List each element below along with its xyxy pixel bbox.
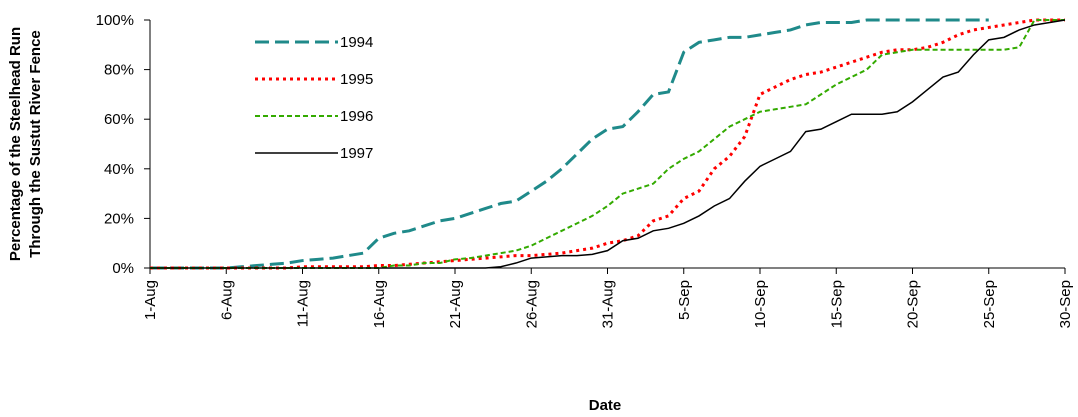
x-tick-label: 1-Aug	[142, 280, 159, 320]
legend-label: 1995	[340, 71, 373, 88]
y-axis-title: Percentage of the Steelhead Run	[7, 27, 24, 261]
y-tick-label: 100%	[96, 12, 134, 29]
legend-label: 1996	[340, 108, 373, 125]
x-tick-label: 16-Aug	[371, 280, 388, 328]
x-tick-label: 10-Sep	[752, 280, 769, 328]
y-tick-label: 60%	[104, 111, 134, 128]
x-tick-label: 5-Sep	[676, 280, 693, 320]
y-axis-title: Through the Sustut River Fence	[27, 30, 44, 258]
x-tick-label: 30-Sep	[1057, 280, 1074, 328]
x-axis-title: Date	[589, 397, 622, 414]
y-tick-label: 20%	[104, 210, 134, 227]
y-tick-label: 0%	[112, 260, 134, 277]
y-tick-label: 80%	[104, 62, 134, 79]
series-line	[150, 18, 1065, 270]
x-tick-label: 21-Aug	[447, 280, 464, 328]
series-line	[150, 18, 989, 270]
legend-label: 1997	[340, 145, 373, 162]
x-tick-label: 15-Sep	[828, 280, 845, 328]
x-tick-label: 20-Sep	[905, 280, 922, 328]
x-tick-label: 11-Aug	[295, 280, 312, 327]
series-line	[150, 19, 1066, 269]
x-tick-label: 26-Aug	[523, 280, 540, 328]
legend-label: 1994	[340, 34, 373, 51]
series-line	[150, 19, 1065, 269]
y-tick-label: 40%	[104, 161, 134, 178]
x-tick-label: 31-Aug	[600, 280, 617, 328]
x-tick-label: 6-Aug	[218, 280, 235, 320]
x-tick-label: 25-Sep	[981, 280, 998, 328]
